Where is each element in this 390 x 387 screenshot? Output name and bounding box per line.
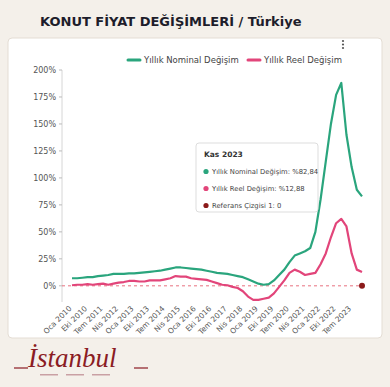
legend-label: Yıllık Reel Değişim [263,55,342,65]
legend-swatch [248,59,260,62]
y-tick [59,204,62,205]
y-tick [59,177,62,178]
tooltip-swatch [203,203,208,208]
y-tick [59,123,62,124]
y-tick [59,150,62,151]
y-tick-label: 75% [38,201,56,210]
title: KONUT FİYAT DEĞİŞİMLERİ / Türkiye [40,14,302,29]
y-tick-label: 200% [33,66,56,75]
tooltip-row: Referans Çizgisi 1: 0 [212,202,281,210]
y-tick-label: 100% [33,174,56,183]
y-tick-label: 150% [33,120,56,129]
tooltip: Kas 2023 Yıllık Nominal Değişim: %82,84 Yı… [196,143,318,212]
y-tick [59,258,62,259]
tooltip-row: Yıllık Nominal Değişim: %82,84 [211,168,318,176]
y-axis-line [62,70,63,302]
y-tick-label: 50% [38,228,56,237]
y-tick [59,231,62,232]
logo-rule [14,367,28,368]
series-line [72,83,362,285]
logo-text: İstanbul [27,343,117,373]
y-tick-label: 175% [33,93,56,102]
tooltip-swatch [203,169,208,174]
legend-item: Yıllık Reel Değişim [248,55,342,65]
y-tick [59,285,62,286]
logo-subtext [40,374,58,376]
y-tick [59,96,62,97]
x-tick-label: Tem 2023 [320,304,353,337]
logo-rule [134,367,148,368]
logo-subtext [92,374,110,376]
legend-item: Yıllık Nominal Değişim [128,55,239,65]
card [8,38,382,338]
reference-point [359,283,365,289]
y-tick-label: 125% [33,147,56,156]
tooltip-swatch [203,186,208,191]
legend-swatch [128,59,140,62]
y-tick [59,70,62,71]
legend-label: Yıllık Nominal Değişim [143,55,239,65]
menu-icon [342,43,344,45]
logo-subtext [66,374,84,376]
tooltip-row: Yıllık Reel Değişim: %12,88 [211,185,305,193]
series-line [72,219,362,300]
tooltip-title: Kas 2023 [204,150,243,159]
chart: KONUT FİYAT DEĞİŞİMLERİ / Türkiye Yıllık … [0,0,390,387]
y-tick-label: 0% [43,282,56,291]
plot-area [62,83,362,300]
logo: İstanbul [14,343,148,376]
menu-icon [342,40,344,42]
tooltip-box [196,143,318,212]
y-tick-label: 25% [38,255,56,264]
menu-icon [342,47,344,49]
